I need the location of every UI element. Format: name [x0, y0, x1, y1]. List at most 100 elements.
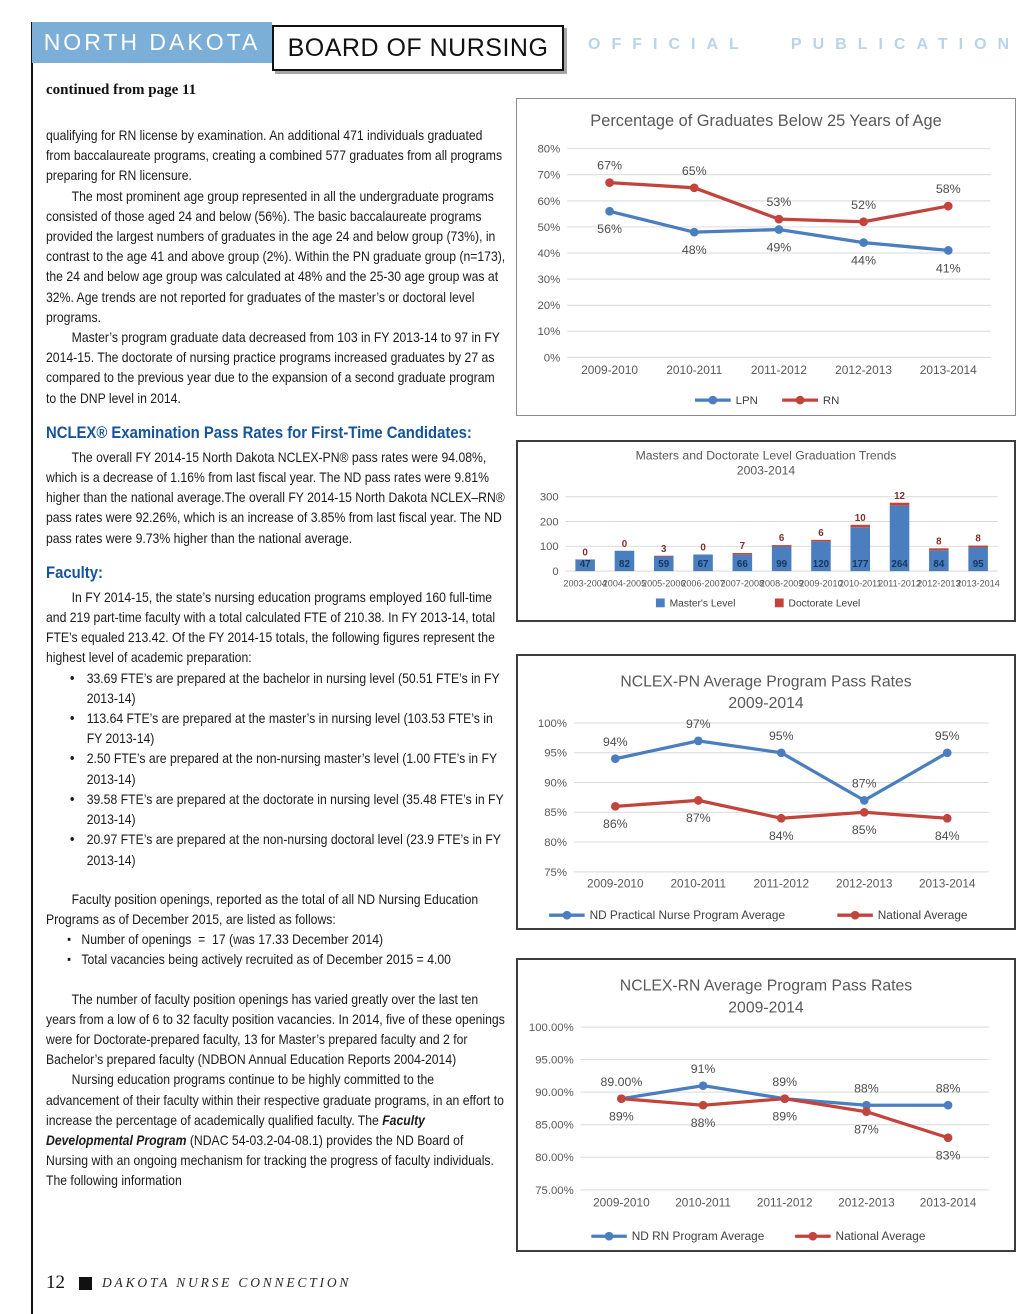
svg-text:94%: 94% [603, 735, 628, 749]
list-item: 33.69 FTE’s are prepared at the bachelor… [46, 669, 506, 709]
bullet-list: Number of openings = 17 (was 17.33 Decem… [46, 929, 506, 970]
svg-text:2010-2011: 2010-2011 [839, 579, 882, 589]
svg-text:59: 59 [658, 559, 669, 570]
list-item: 2.50 FTE’s are prepared at the non-nursi… [46, 749, 506, 789]
svg-text:52%: 52% [851, 198, 876, 212]
svg-text:2011-2012: 2011-2012 [757, 1196, 813, 1210]
chart-title: NCLEX-RN Average Program Pass Rates [620, 978, 912, 995]
svg-text:10: 10 [855, 513, 866, 524]
svg-text:2010-2011: 2010-2011 [666, 363, 722, 377]
svg-text:87%: 87% [854, 1122, 879, 1136]
svg-text:LPN: LPN [736, 395, 758, 407]
svg-text:2007-2008: 2007-2008 [721, 579, 764, 589]
spacer [46, 971, 506, 990]
svg-text:88%: 88% [691, 1116, 716, 1130]
svg-text:2011-2012: 2011-2012 [878, 579, 921, 589]
paragraph: The number of faculty position openings … [46, 990, 506, 1071]
legend: Master's Level Doctorate Level [655, 598, 861, 609]
footer-square-icon [79, 1276, 92, 1290]
x-axis: 2009-2010 2010-2011 2011-2012 2012-2013 2013… [587, 877, 976, 891]
svg-text:84%: 84% [769, 829, 794, 843]
chart-title: Masters and Doctorate Level Graduation T… [636, 449, 897, 463]
svg-text:6: 6 [779, 533, 785, 544]
svg-text:66: 66 [737, 559, 748, 570]
svg-text:2012-2013: 2012-2013 [836, 877, 893, 891]
svg-text:89.00%: 89.00% [601, 1075, 643, 1089]
svg-text:58%: 58% [936, 182, 961, 196]
svg-text:2009-2010: 2009-2010 [587, 877, 644, 891]
paragraph-run: (NDAC 54-03.2-04-08.1) provides the ND B… [46, 1132, 494, 1189]
svg-text:87%: 87% [686, 811, 711, 825]
svg-text:95.00%: 95.00% [535, 1055, 573, 1067]
svg-text:Doctorate Level: Doctorate Level [789, 598, 861, 609]
paragraph: The most prominent age group represented… [46, 187, 506, 328]
svg-text:70%: 70% [537, 170, 560, 182]
masthead-org: BOARD OF NURSING [272, 25, 564, 71]
svg-text:40%: 40% [537, 248, 560, 260]
svg-text:53%: 53% [766, 195, 791, 209]
svg-text:47: 47 [580, 559, 591, 570]
chart-box-4: NCLEX-RN Average Program Pass Rates 2009-… [516, 958, 1016, 1252]
svg-text:6: 6 [818, 528, 824, 539]
svg-text:7: 7 [740, 541, 745, 552]
continued-note: continued from page 11 [46, 82, 197, 98]
svg-text:100: 100 [540, 541, 559, 553]
svg-text:30%: 30% [537, 274, 560, 286]
svg-text:ND Practical Nurse Program Ave: ND Practical Nurse Program Average [590, 908, 786, 922]
legend: ND RN Program Average National Average [591, 1229, 926, 1243]
svg-text:100.00%: 100.00% [529, 1022, 574, 1034]
svg-text:0%: 0% [544, 352, 561, 364]
paragraph-run: Faculty position openings, reported as t… [46, 891, 479, 927]
svg-text:100%: 100% [538, 718, 567, 730]
svg-text:84%: 84% [935, 829, 960, 843]
svg-text:200: 200 [540, 516, 559, 528]
article-flow: qualifying for RN license by examination… [46, 126, 506, 1192]
svg-text:97%: 97% [686, 717, 711, 731]
svg-text:65%: 65% [682, 164, 707, 178]
svg-text:2004-2005: 2004-2005 [603, 579, 646, 589]
svg-text:88%: 88% [936, 1081, 961, 1095]
svg-text:67%: 67% [597, 159, 622, 173]
svg-text:177: 177 [852, 559, 868, 570]
svg-text:2010-2011: 2010-2011 [670, 877, 726, 891]
chart-box-3: NCLEX-PN Average Program Pass Rates 2009-… [516, 654, 1016, 930]
svg-text:95%: 95% [935, 729, 960, 743]
page-number: 12 [46, 1272, 65, 1293]
svg-text:2013-2014: 2013-2014 [920, 1196, 977, 1210]
paragraph: The overall FY 2014-15 North Dakota NCLE… [46, 448, 506, 549]
svg-text:2008-2009: 2008-2009 [760, 579, 803, 589]
paragraph-run: The overall FY 2014-15 North Dakota NCLE… [46, 449, 505, 546]
x-axis: 2003-20042004-20052005-20062006-20072007… [563, 579, 999, 589]
svg-text:2010-2011: 2010-2011 [675, 1196, 731, 1210]
svg-text:National Average: National Average [878, 908, 968, 922]
spacer [46, 871, 506, 890]
svg-text:0: 0 [622, 539, 628, 550]
bullet-list: 33.69 FTE’s are prepared at the bachelor… [46, 669, 506, 871]
paragraph-run: Master’s program graduate data decreased… [46, 330, 500, 406]
left-rule [31, 22, 33, 1314]
svg-text:2012-2013: 2012-2013 [835, 363, 892, 377]
svg-text:88%: 88% [854, 1081, 879, 1095]
paragraph-run: The number of faculty position openings … [46, 991, 505, 1068]
svg-text:75.00%: 75.00% [535, 1185, 573, 1197]
svg-text:2009-2010: 2009-2010 [799, 579, 842, 589]
page-footer: 12 DAKOTA NURSE CONNECTION [46, 1272, 351, 1294]
series-ND RN Program Average: 89.00% 91% 89% 88% 88% [601, 1062, 961, 1110]
svg-text:95%: 95% [544, 748, 567, 760]
svg-text:264: 264 [891, 559, 908, 570]
svg-text:89%: 89% [772, 1109, 797, 1123]
series-National Average: 86% 87% 84% 85% 84% [603, 796, 960, 843]
svg-text:85%: 85% [544, 807, 567, 819]
svg-text:2011-2012: 2011-2012 [751, 363, 807, 377]
section-heading: Faculty: [46, 562, 103, 582]
svg-text:0: 0 [582, 548, 588, 559]
svg-text:8: 8 [936, 536, 942, 547]
chart-title: NCLEX-PN Average Program Pass Rates [620, 674, 911, 691]
svg-text:44%: 44% [851, 253, 876, 267]
legend: ND Practical Nurse Program Average Nation… [549, 908, 968, 922]
svg-text:84: 84 [933, 559, 944, 570]
y-axis: 0% 10% 20% 30% 40% 50% 60% 70% 80% [537, 144, 991, 364]
svg-text:2012-2013: 2012-2013 [838, 1196, 895, 1210]
svg-text:8: 8 [975, 534, 981, 545]
svg-text:0: 0 [700, 543, 706, 554]
